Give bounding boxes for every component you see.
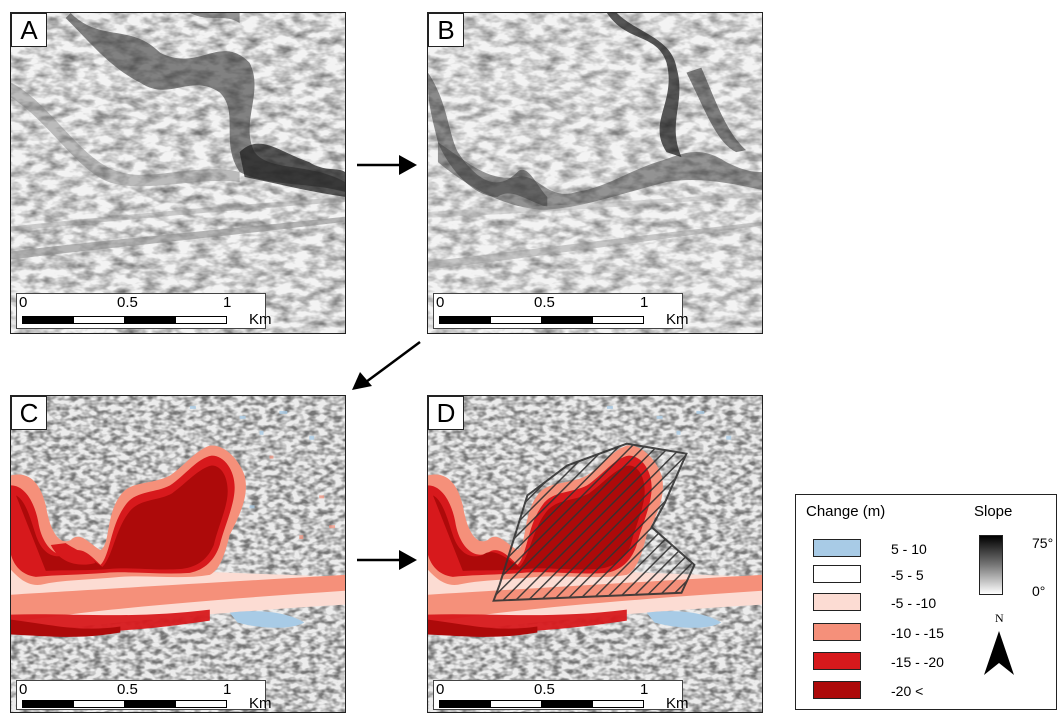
legend-label: -5 - 5 xyxy=(891,567,924,583)
north-label: N xyxy=(995,611,1004,625)
panel-label: B xyxy=(428,13,464,47)
scale-bar: 0 0.5 1 Km xyxy=(433,680,689,712)
legend-label: -5 - -10 xyxy=(891,595,937,611)
legend-swatch xyxy=(813,539,861,557)
panel-c: C 0 0.5 1 Km xyxy=(10,395,346,713)
legend-swatch xyxy=(813,681,861,699)
legend-swatch xyxy=(813,623,861,641)
scale-tick-0: 0 xyxy=(19,681,28,698)
scale-bar: 0 0.5 1 Km xyxy=(433,293,689,329)
scale-segment xyxy=(175,700,227,708)
arrow-down-left-icon xyxy=(352,340,421,390)
slope-legend-title: Slope xyxy=(974,503,1013,520)
scale-segment xyxy=(490,316,542,324)
scale-bar: 0 0.5 1 Km xyxy=(16,680,272,712)
scale-segment xyxy=(22,700,74,708)
slope-max-label: 75° xyxy=(1032,535,1054,551)
legend-swatch xyxy=(813,593,861,611)
legend-label: 5 - 10 xyxy=(891,541,927,557)
scale-unit: Km xyxy=(666,695,689,712)
panel-label: D xyxy=(428,396,464,430)
legend-label: -20 < xyxy=(891,683,924,699)
legend-label: -15 - -20 xyxy=(891,654,944,670)
scale-unit: Km xyxy=(249,695,272,712)
scale-tick-0: 0 xyxy=(436,681,445,698)
scale-tick-half: 0.5 xyxy=(117,681,138,698)
scale-segment xyxy=(73,316,125,324)
scale-segment xyxy=(73,700,125,708)
scale-segment xyxy=(439,700,491,708)
scale-tick-1: 1 xyxy=(640,681,649,698)
slope-color-ramp xyxy=(979,535,1003,595)
scale-segment xyxy=(175,316,227,324)
scale-tick-1: 1 xyxy=(223,681,232,698)
panel-label: C xyxy=(11,396,47,430)
scale-tick-1: 1 xyxy=(223,294,232,311)
change-map-d xyxy=(428,396,762,712)
north-arrow-icon xyxy=(984,631,1014,675)
panel-label: A xyxy=(11,13,47,47)
legend-label: -10 - -15 xyxy=(891,625,944,641)
arrow-right-icon xyxy=(357,550,417,570)
change-legend-title: Change (m) xyxy=(806,503,886,520)
scale-unit: Km xyxy=(249,311,272,328)
landslide-outline xyxy=(492,442,696,602)
scale-segment xyxy=(592,700,644,708)
arrow-right-icon xyxy=(357,155,417,175)
scale-segment xyxy=(22,316,74,324)
panel-a: A 0 0.5 1 Km xyxy=(10,12,346,334)
legend-swatch xyxy=(813,565,861,583)
scale-tick-1: 1 xyxy=(640,294,649,311)
scale-segment xyxy=(439,316,491,324)
scale-tick-half: 0.5 xyxy=(117,294,138,311)
slope-min-label: 0° xyxy=(1032,583,1046,599)
scale-tick-0: 0 xyxy=(436,294,445,311)
scale-bar: 0 0.5 1 Km xyxy=(16,293,272,329)
scale-segment xyxy=(124,316,176,324)
legend-swatch xyxy=(813,652,861,670)
scale-unit: Km xyxy=(666,311,689,328)
slope-map-a xyxy=(11,13,345,333)
panel-b: B 0 0.5 1 Km xyxy=(427,12,763,334)
scale-tick-half: 0.5 xyxy=(534,681,555,698)
scale-tick-0: 0 xyxy=(19,294,28,311)
scale-segment xyxy=(592,316,644,324)
panel-d: D 0 0.5 1 Km xyxy=(427,395,763,713)
legend: Change (m) Slope 5 - 10 -5 - 5 -5 - -10 … xyxy=(795,494,1057,710)
scale-tick-half: 0.5 xyxy=(534,294,555,311)
slope-map-b xyxy=(428,13,762,333)
scale-segment xyxy=(490,700,542,708)
scale-segment xyxy=(124,700,176,708)
change-map-c xyxy=(11,396,345,712)
scale-segment xyxy=(541,700,593,708)
scale-segment xyxy=(541,316,593,324)
